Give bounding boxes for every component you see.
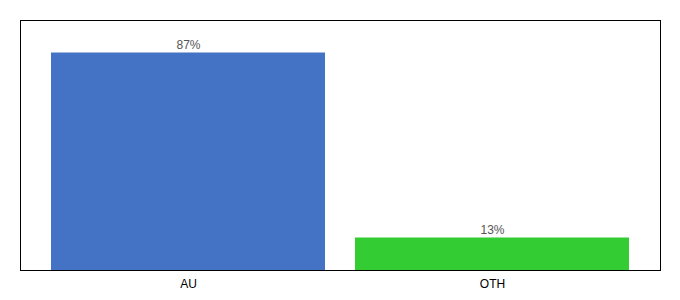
svg-text:AU: AU (180, 277, 197, 291)
svg-text:87%: 87% (176, 38, 200, 52)
svg-text:13%: 13% (480, 223, 504, 237)
svg-text:OTH: OTH (480, 277, 505, 291)
